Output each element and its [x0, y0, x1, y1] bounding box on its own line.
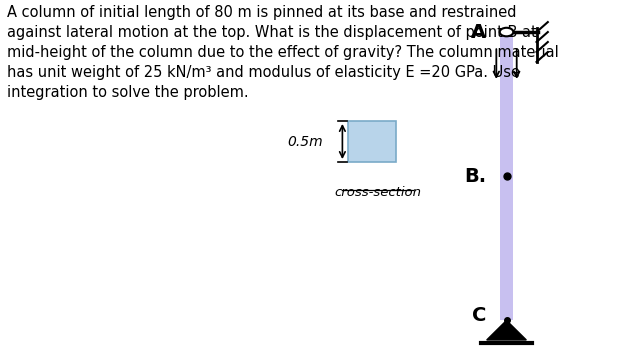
Bar	[348, 121, 396, 162]
Text: cross-section: cross-section	[334, 186, 422, 199]
Polygon shape	[487, 320, 526, 340]
Text: C: C	[472, 305, 486, 325]
Text: 0.5m: 0.5m	[288, 135, 323, 148]
Text: A: A	[471, 22, 486, 42]
Bar	[500, 32, 513, 320]
Text: A column of initial length of 80 m is pinned at its base and restrained
against : A column of initial length of 80 m is pi…	[7, 5, 558, 100]
Text: B.: B.	[464, 167, 486, 186]
Circle shape	[499, 28, 513, 36]
